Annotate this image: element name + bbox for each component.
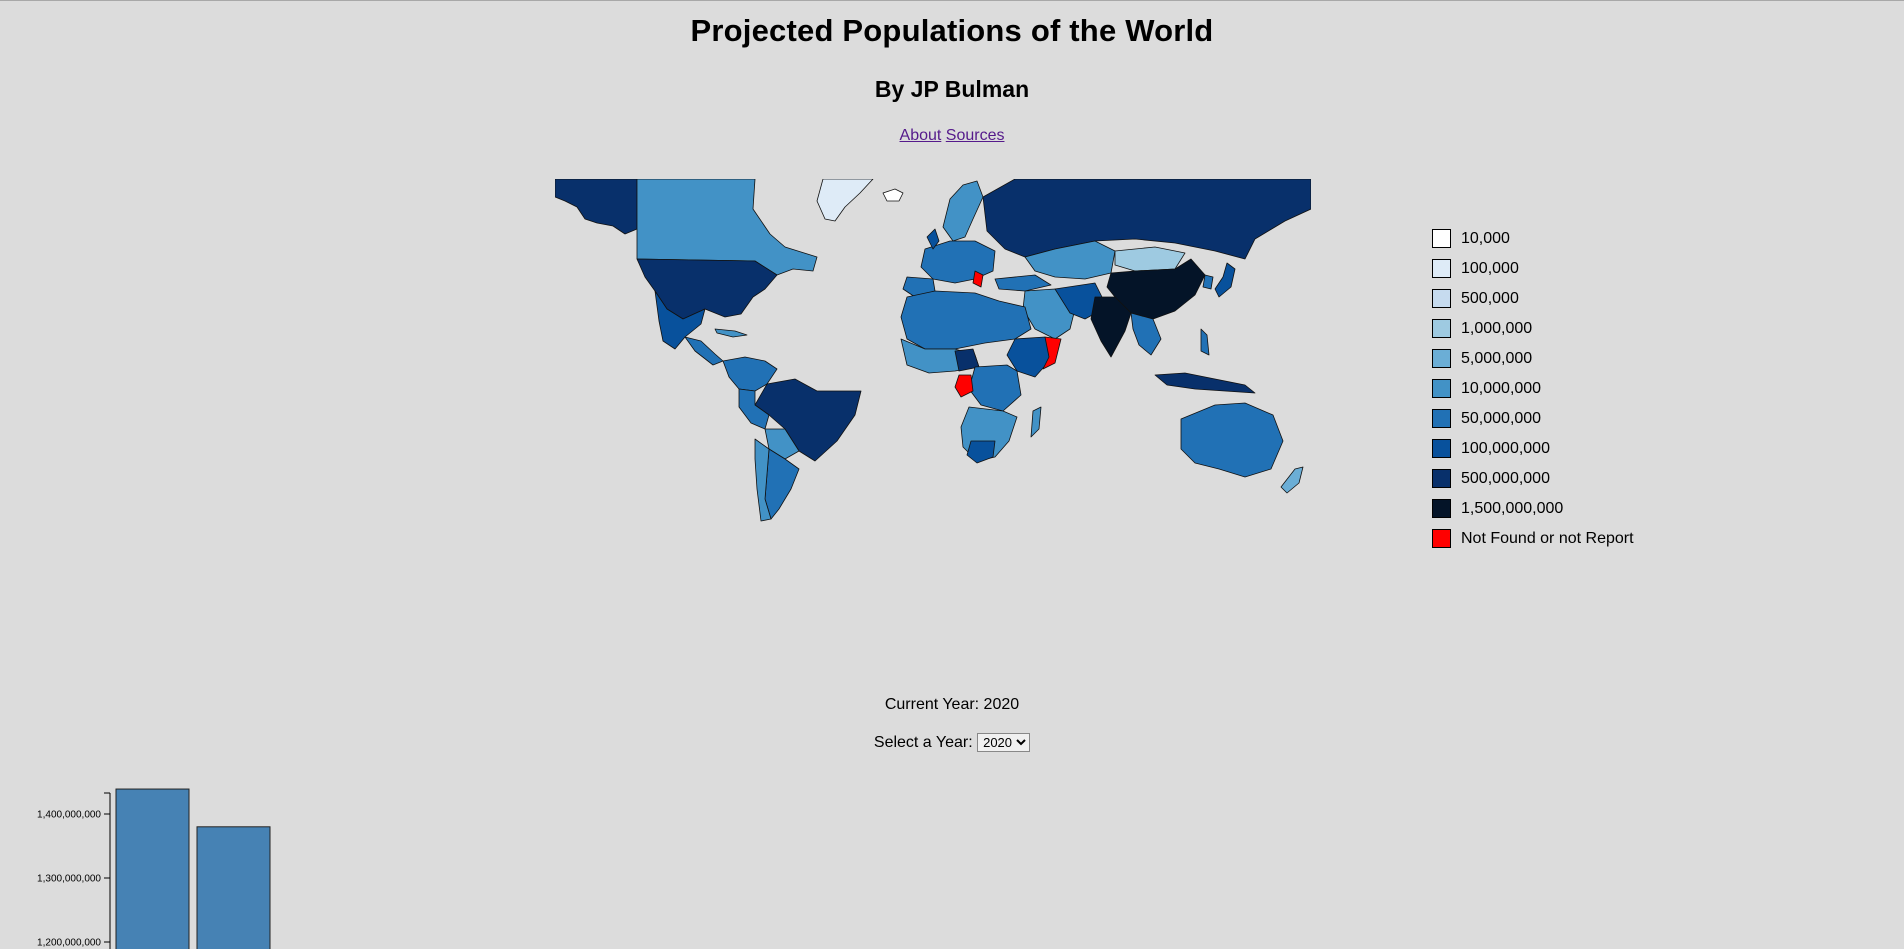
country-argentina[interactable] — [764, 448, 800, 520]
select-year-label: Select a Year: — [873, 734, 973, 751]
legend-item: 50,000,000 — [1432, 409, 1634, 439]
legend-swatch — [1432, 229, 1451, 248]
country-greenland[interactable] — [816, 179, 874, 222]
country-uk[interactable] — [926, 228, 940, 250]
sources-link[interactable]: Sources — [945, 127, 1005, 144]
legend-swatch — [1432, 289, 1451, 308]
country-australia[interactable] — [1180, 402, 1284, 478]
legend-item: 1,000,000 — [1432, 319, 1634, 349]
country-southeast-asia[interactable] — [1130, 312, 1162, 356]
legend-item: 1,500,000,000 — [1432, 499, 1634, 529]
legend-swatch — [1432, 529, 1451, 548]
country-peru[interactable] — [738, 388, 770, 430]
country-philippines[interactable] — [1200, 328, 1210, 356]
legend-swatch — [1432, 439, 1451, 458]
legend-label: 10,000,000 — [1461, 380, 1542, 397]
legend-swatch — [1432, 469, 1451, 488]
world-map[interactable] — [555, 179, 1311, 523]
current-year-text: Current Year: 2020 — [884, 696, 1020, 713]
country-madagascar[interactable] — [1030, 406, 1042, 438]
country-central-america[interactable] — [684, 336, 724, 366]
country-south-africa[interactable] — [966, 440, 996, 464]
legend-label: 10,000 — [1461, 230, 1510, 247]
legend-item: 10,000 — [1432, 229, 1634, 259]
country-chile[interactable] — [754, 438, 772, 522]
legend-label: 1,500,000,000 — [1461, 500, 1564, 517]
legend-swatch — [1432, 409, 1451, 428]
legend-label: 500,000 — [1461, 290, 1519, 307]
legend-item: 10,000,000 — [1432, 379, 1634, 409]
country-north-africa[interactable] — [900, 290, 1032, 350]
legend-label: 50,000,000 — [1461, 410, 1542, 427]
country-indonesia[interactable] — [1154, 372, 1256, 394]
page-byline: By JP Bulman — [874, 76, 1030, 102]
country-new-zealand[interactable] — [1280, 466, 1304, 494]
legend-item: 5,000,000 — [1432, 349, 1634, 379]
country-mongolia[interactable] — [1114, 246, 1186, 272]
legend-label: 100,000,000 — [1461, 440, 1550, 457]
country-korea[interactable] — [1202, 274, 1214, 290]
page-title: Projected Populations of the World — [690, 13, 1214, 48]
legend-label: 100,000 — [1461, 260, 1519, 277]
year-selector: Select a Year: 2020 — [0, 733, 1904, 752]
country-alaska[interactable] — [555, 179, 638, 235]
legend-item: 100,000,000 — [1432, 439, 1634, 469]
country-cuba[interactable] — [714, 328, 748, 338]
population-bar-chart: 1,400,000,000 1,300,000,000 1,200,000,000 — [37, 788, 271, 949]
legend-swatch — [1432, 499, 1451, 518]
bar[interactable] — [196, 826, 271, 949]
country-not-found-somalia[interactable] — [1042, 336, 1062, 370]
year-select[interactable]: 2020 — [977, 733, 1031, 752]
bar[interactable] — [115, 788, 190, 949]
legend-item: 500,000 — [1432, 289, 1634, 319]
legend-item: 500,000,000 — [1432, 469, 1634, 499]
country-china[interactable] — [1106, 258, 1206, 320]
map-legend: 10,000 100,000 500,000 1,000,000 5,000,000 10… — [1432, 229, 1634, 559]
legend-swatch — [1432, 379, 1451, 398]
nav-links: About Sources — [0, 127, 1904, 145]
country-india[interactable] — [1090, 296, 1132, 358]
legend-label: 5,000,000 — [1461, 350, 1533, 367]
about-link[interactable]: About — [899, 127, 942, 144]
legend-label: 1,000,000 — [1461, 320, 1533, 337]
country-iceland[interactable] — [882, 188, 904, 202]
y-axis-tick-label: 1,400,000,000 — [37, 810, 101, 821]
legend-swatch — [1432, 349, 1451, 368]
country-turkey[interactable] — [994, 274, 1052, 292]
country-not-found-balkans[interactable] — [972, 270, 984, 288]
country-not-found-congo[interactable] — [954, 374, 974, 398]
country-scandinavia[interactable] — [942, 180, 984, 242]
legend-label: 500,000,000 — [1461, 470, 1550, 487]
country-japan[interactable] — [1214, 262, 1236, 298]
y-axis-tick-label: 1,200,000,000 — [37, 938, 101, 949]
country-central-africa[interactable] — [968, 364, 1022, 412]
country-mexico[interactable] — [654, 290, 706, 350]
legend-item: 100,000 — [1432, 259, 1634, 289]
legend-swatch — [1432, 319, 1451, 338]
y-axis-tick-label: 1,300,000,000 — [37, 874, 101, 885]
legend-item: Not Found or not Report — [1432, 529, 1634, 559]
legend-label: Not Found or not Report — [1461, 530, 1634, 547]
legend-swatch — [1432, 259, 1451, 278]
country-russia[interactable] — [982, 179, 1311, 260]
